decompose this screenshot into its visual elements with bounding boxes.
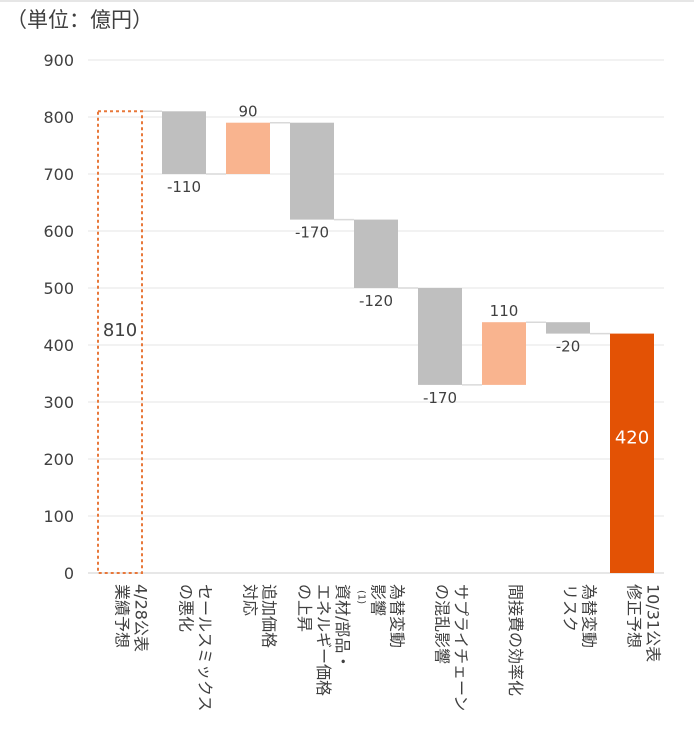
x-tick-label: 間接費の効率化 — [506, 584, 525, 696]
top-rule — [0, 0, 694, 2]
y-tick-label: 300 — [43, 393, 74, 412]
bar-increase — [482, 322, 526, 385]
y-tick-label: 900 — [43, 51, 74, 70]
y-tick-label: 400 — [43, 336, 74, 355]
x-tick-label: の悪化 — [177, 584, 196, 632]
x-tick-label: 資材/部品・ — [333, 584, 352, 669]
x-tick-label: 業績予想 — [113, 584, 132, 648]
bar-decrease — [290, 122, 334, 220]
x-tick-label: の混乱影響 — [433, 584, 452, 664]
x-tick-label: サプライチェーン — [452, 584, 471, 711]
data-label-decrease: -110 — [167, 178, 201, 196]
y-tick-label: 500 — [43, 279, 74, 298]
unit-label: （単位：億円） — [6, 8, 153, 32]
y-tick-label: 700 — [43, 165, 74, 184]
x-tick-label: 対応 — [241, 584, 260, 616]
data-label-increase: 110 — [490, 302, 519, 320]
y-tick-label: 600 — [43, 222, 74, 241]
x-tick-label: セールスミックス — [196, 584, 215, 712]
x-tick-label: 追加価格 — [260, 584, 279, 648]
x-tick-label: リスク — [561, 584, 580, 632]
bar-decrease — [162, 111, 206, 174]
bar-total — [610, 333, 654, 573]
data-label-decrease: -120 — [359, 292, 393, 310]
x-tick-label: 修正予想 — [625, 584, 644, 648]
x-tick-label: 為替変動 — [580, 584, 599, 648]
x-tick-label: の上昇 — [295, 584, 314, 632]
y-tick-label: 800 — [43, 108, 74, 127]
data-label-decrease: -20 — [556, 338, 581, 356]
y-tick-label: 200 — [43, 450, 74, 469]
footnote-marker: (1) — [356, 590, 367, 604]
x-tick-label: 為替変動 — [388, 584, 407, 648]
y-tick-label: 100 — [43, 507, 74, 526]
data-label-start: 810 — [103, 320, 137, 341]
x-tick-label: 4/28公表 — [132, 584, 151, 652]
x-tick-label: 影響 — [369, 584, 388, 616]
y-tick-label: 0 — [64, 564, 74, 583]
x-tick-label: エネルギー価格 — [314, 584, 333, 696]
bar-decrease — [354, 219, 398, 288]
data-label-decrease: -170 — [423, 389, 457, 407]
bar-decrease — [418, 288, 462, 385]
bar-increase — [226, 122, 270, 174]
data-label-decrease: -170 — [295, 224, 329, 242]
data-label-increase: 90 — [238, 103, 257, 121]
bar-start — [97, 110, 143, 575]
x-tick-label: 10/31公表 — [644, 584, 663, 662]
bar-decrease — [546, 322, 590, 334]
data-label-total: 420 — [615, 427, 649, 448]
